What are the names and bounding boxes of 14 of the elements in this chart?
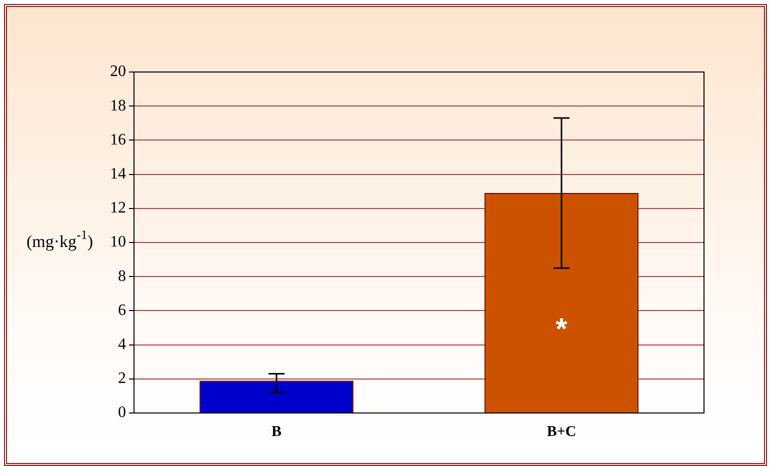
y-tick-label: 8 [118, 268, 126, 285]
annotation: * [556, 313, 568, 346]
x-tick-label: B+C [546, 424, 576, 440]
y-tick-label: 12 [110, 200, 126, 217]
y-tick-label: 2 [118, 370, 126, 388]
y-tick-label: 4 [118, 336, 126, 354]
y-tick-label: 6 [118, 302, 126, 319]
y-tick-label: 10 [110, 234, 126, 251]
y-tick-label: 14 [110, 166, 126, 183]
y-tick-label: 0 [118, 404, 126, 422]
y-tick-label: 18 [110, 97, 126, 114]
y-tick-label: 16 [110, 131, 126, 148]
y-tick-label: 20 [110, 63, 126, 80]
x-tick-label: B [271, 424, 282, 440]
